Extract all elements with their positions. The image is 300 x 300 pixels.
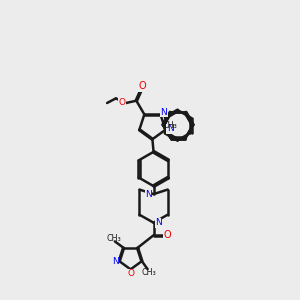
Text: O: O xyxy=(127,269,134,278)
Text: N: N xyxy=(167,124,173,133)
Text: CH₃: CH₃ xyxy=(141,268,156,277)
Text: CH₃: CH₃ xyxy=(106,233,121,242)
Text: N: N xyxy=(112,256,119,266)
Text: O: O xyxy=(119,98,126,107)
Text: CH₃: CH₃ xyxy=(162,121,177,130)
Text: O: O xyxy=(164,230,172,240)
Text: N: N xyxy=(145,190,152,199)
Text: N: N xyxy=(160,108,167,117)
Text: N: N xyxy=(155,218,162,227)
Text: O: O xyxy=(138,81,146,91)
